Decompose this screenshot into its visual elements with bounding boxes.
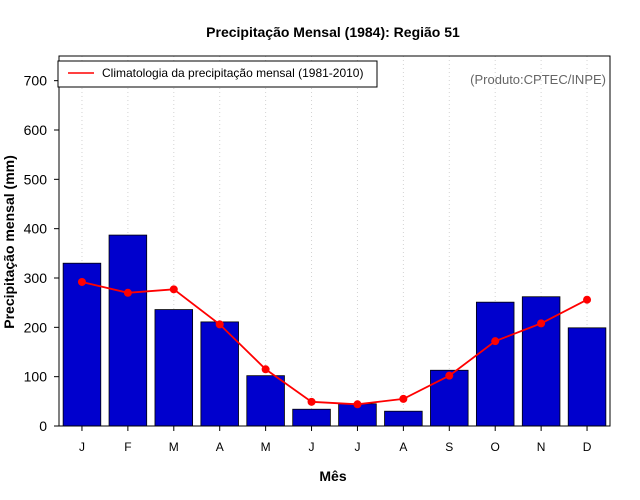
legend-label: Climatologia da precipitação mensal (198…	[102, 66, 363, 80]
bar-7	[384, 410, 423, 427]
bar-4	[246, 375, 285, 427]
bar-10	[521, 296, 561, 427]
x-tick-label: M	[169, 440, 179, 454]
x-tick-label: M	[261, 440, 271, 454]
bar-1	[108, 234, 148, 427]
legend: Climatologia da precipitação mensal (198…	[57, 60, 378, 88]
x-tick-label: D	[583, 440, 592, 454]
y-tick-label: 200	[24, 319, 48, 335]
y-axis-ticks: 0 100 200 300 400 500 600 700	[24, 73, 59, 434]
axes	[58, 55, 611, 427]
bar-series	[62, 234, 607, 427]
bar-9	[475, 301, 515, 427]
y-tick-label: 100	[24, 369, 48, 385]
climatology-line	[81, 281, 588, 406]
bar-3	[200, 321, 239, 427]
bar-2	[154, 309, 194, 427]
credit-label: (Produto:CPTEC/INPE)	[470, 72, 606, 87]
y-tick-label: 700	[24, 73, 48, 89]
x-tick-label: N	[537, 440, 546, 454]
plot-frame	[58, 55, 611, 427]
climatology-point-7	[399, 394, 408, 403]
x-tick-label: J	[309, 440, 315, 454]
climatology-point-9	[491, 337, 500, 346]
climatology-point-8	[445, 371, 454, 380]
climatology-point-2	[169, 285, 178, 294]
y-tick-label: 600	[24, 122, 48, 138]
climatology-line-series	[77, 277, 592, 409]
bar-0	[62, 262, 102, 427]
x-tick-label: A	[216, 440, 224, 454]
y-tick-label: 300	[24, 270, 48, 286]
x-tick-label: F	[124, 440, 131, 454]
climatology-point-0	[77, 277, 86, 286]
climatology-point-11	[583, 295, 592, 304]
chart-title: Precipitação Mensal (1984): Região 51	[206, 24, 460, 40]
climatology-point-10	[537, 319, 546, 328]
climatology-point-3	[215, 320, 224, 329]
x-tick-label: J	[354, 440, 360, 454]
bar-5	[292, 408, 331, 427]
y-tick-label: 0	[39, 418, 47, 434]
x-axis-label: Mês	[319, 468, 346, 484]
x-tick-label: A	[399, 440, 407, 454]
x-tick-label: S	[445, 440, 453, 454]
y-tick-label: 500	[24, 171, 48, 187]
climatology-point-6	[353, 400, 362, 409]
y-tick-label: 400	[24, 221, 48, 237]
climatology-point-5	[307, 397, 316, 406]
climatology-point-4	[261, 365, 270, 374]
x-tick-label: O	[491, 440, 500, 454]
x-tick-label: J	[79, 440, 85, 454]
legend-box	[57, 60, 378, 88]
bar-11	[567, 327, 607, 427]
y-axis-label: Precipitação mensal (mm)	[1, 155, 17, 329]
climatology-point-1	[123, 288, 132, 297]
